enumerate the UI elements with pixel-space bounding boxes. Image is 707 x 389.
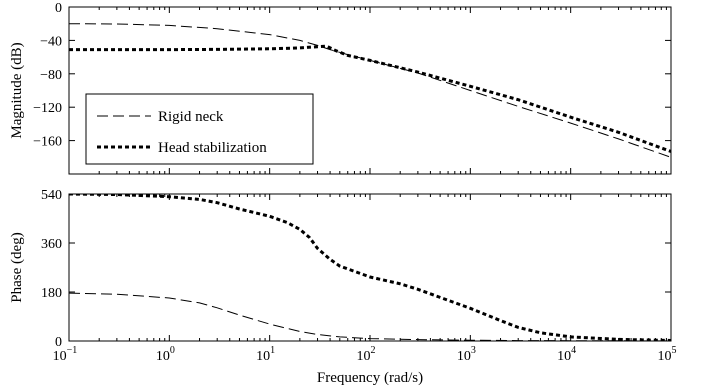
y-tick-label: 0 (55, 335, 62, 350)
phase-panel: 0 180 360 540 10−1 100 101 102 103 104 105 Phase (d… (9, 188, 677, 386)
y-tick-label: 540 (41, 188, 62, 203)
legend-label: Rigid neck (158, 109, 224, 125)
legend: Rigid neck Head stabilization (85, 93, 314, 165)
y-tick-label: 0 (55, 1, 62, 16)
legend-label: Head stabilization (158, 140, 267, 156)
x-tick-label: 103 (457, 345, 476, 364)
series-line-head-stabilization (69, 44, 671, 153)
magnitude-panel: 0 −40 −80 −120 −160 Magnitude (dB) Rigid neck H… (9, 1, 672, 175)
x-tick-label: 10−1 (53, 345, 78, 364)
y-tick-label: 360 (41, 237, 62, 252)
series-line-head-stabilization (69, 194, 671, 341)
x-tick-label: 101 (256, 345, 275, 364)
y-tick-label: −80 (40, 68, 62, 83)
y-axis-label: Phase (deg) (9, 232, 25, 302)
plot-frame (68, 193, 672, 342)
legend-box (85, 93, 314, 165)
y-tick-label: −40 (40, 34, 62, 49)
series-line-rigid-neck (69, 292, 671, 341)
y-tick-label: 180 (41, 286, 62, 301)
x-tick-label: 102 (357, 345, 376, 364)
y-axis-label: Magnitude (dB) (9, 42, 25, 138)
x-tick-label: 105 (658, 345, 677, 364)
y-tick-label: −120 (33, 101, 62, 116)
y-tick-label: −160 (33, 135, 62, 150)
x-axis-label: Frequency (rad/s) (317, 370, 423, 386)
x-tick-label: 100 (156, 345, 175, 364)
series-line-rigid-neck (69, 23, 671, 158)
x-tick-label: 104 (557, 345, 576, 364)
